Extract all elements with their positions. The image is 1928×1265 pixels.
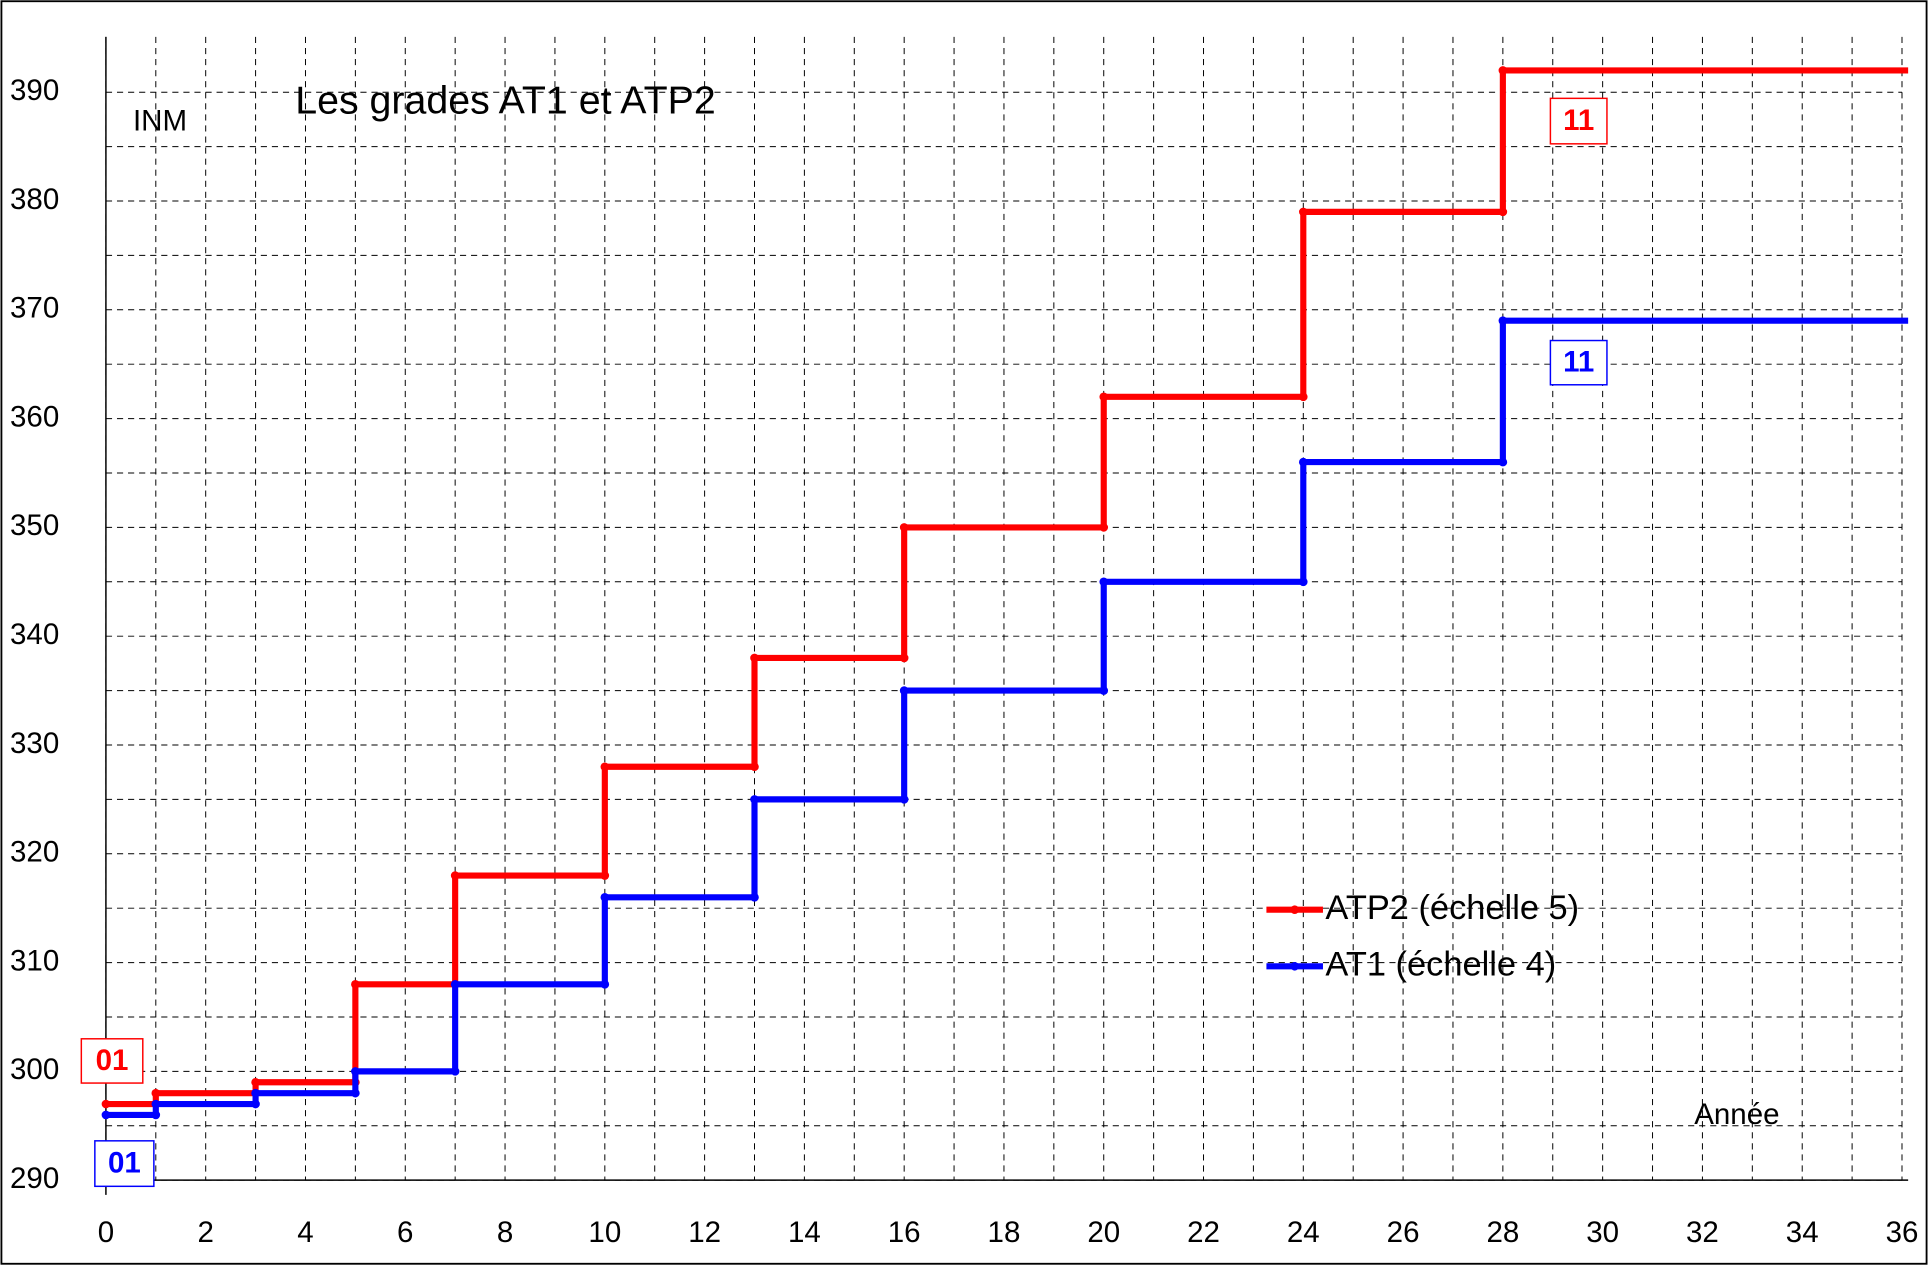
- x-tick-label: 30: [1586, 1216, 1619, 1249]
- point: [899, 653, 909, 663]
- annotation-box: [80, 1038, 144, 1084]
- annotation: 01: [108, 1147, 141, 1180]
- point: [1498, 66, 1508, 75]
- point: [1498, 457, 1508, 467]
- point: [251, 1099, 260, 1109]
- y-tick-label: 290: [10, 1162, 59, 1195]
- point: [899, 795, 909, 804]
- point: [450, 871, 460, 880]
- point: [1498, 316, 1508, 325]
- annotation: 11: [1563, 346, 1594, 379]
- x-tick-label: 10: [588, 1216, 621, 1249]
- point: [1099, 392, 1109, 402]
- point: [251, 1088, 260, 1098]
- point: [600, 980, 610, 989]
- x-tick-label: 22: [1187, 1216, 1220, 1249]
- grid: [105, 36, 1903, 1181]
- x-tick-label: 8: [497, 1216, 513, 1249]
- point: [251, 1077, 260, 1087]
- point: [899, 523, 909, 532]
- point: [600, 871, 610, 880]
- x-tick-label: 2: [197, 1216, 213, 1249]
- y-tick-label: 320: [10, 836, 59, 869]
- legend-marker: [1290, 905, 1299, 915]
- annotation: 01: [96, 1044, 129, 1077]
- point: [1498, 207, 1508, 217]
- annotation-box: [1549, 339, 1608, 386]
- point: [1298, 577, 1308, 587]
- point: [750, 653, 759, 663]
- x-tick-label: 4: [297, 1216, 313, 1249]
- x-tick-label: 18: [988, 1216, 1021, 1249]
- y-tick-label: 350: [10, 509, 59, 542]
- legend-label: ATP2 (échelle 5): [1325, 889, 1579, 927]
- x-tick-label: 36: [1886, 1216, 1919, 1249]
- y-tick-label: 310: [10, 944, 59, 977]
- point: [101, 1099, 111, 1109]
- point: [151, 1099, 161, 1109]
- series: [101, 316, 1909, 1120]
- point: [750, 892, 759, 902]
- y-axis-label: INM: [133, 105, 187, 138]
- x-tick-label: 34: [1786, 1216, 1819, 1249]
- y-tick-label: 380: [10, 183, 59, 216]
- point: [1298, 392, 1308, 402]
- y-tick-label: 390: [10, 74, 59, 107]
- x-tick-label: 28: [1486, 1216, 1519, 1249]
- x-tick-label: 16: [888, 1216, 921, 1249]
- point: [450, 980, 460, 989]
- point: [600, 762, 610, 772]
- annotation-box: [1549, 97, 1608, 145]
- y-tick-label: 370: [10, 292, 59, 325]
- point: [351, 1088, 360, 1098]
- point: [351, 980, 360, 989]
- y-tick-label: 340: [10, 618, 59, 651]
- annotation: 11: [1563, 104, 1594, 137]
- y-tick-label: 360: [10, 400, 59, 433]
- point: [151, 1088, 161, 1098]
- point: [1298, 207, 1308, 217]
- point: [1099, 523, 1109, 532]
- point: [1298, 457, 1308, 467]
- x-tick-label: 32: [1686, 1216, 1719, 1249]
- point: [750, 795, 759, 804]
- point: [600, 892, 610, 902]
- point: [899, 686, 909, 695]
- point: [450, 1067, 460, 1076]
- x-tick-label: 6: [397, 1216, 413, 1249]
- x-tick-label: 24: [1287, 1216, 1320, 1249]
- x-tick-label: 26: [1387, 1216, 1420, 1249]
- x-tick-label: 0: [98, 1216, 114, 1249]
- x-tick-label: 14: [788, 1216, 821, 1249]
- legend-label: AT1 (échelle 4): [1325, 945, 1556, 983]
- legend-marker: [1290, 961, 1299, 971]
- x-tick-label: 12: [688, 1216, 721, 1249]
- point: [750, 762, 759, 772]
- annotation-box: [94, 1140, 155, 1188]
- y-tick-label: 300: [10, 1053, 59, 1086]
- point: [351, 1067, 360, 1076]
- point: [151, 1110, 161, 1120]
- point: [1099, 686, 1109, 695]
- series: [101, 66, 1909, 1109]
- point: [1099, 577, 1109, 587]
- x-tick-label: 20: [1087, 1216, 1120, 1249]
- point: [101, 1110, 111, 1120]
- y-tick-label: 330: [10, 727, 59, 760]
